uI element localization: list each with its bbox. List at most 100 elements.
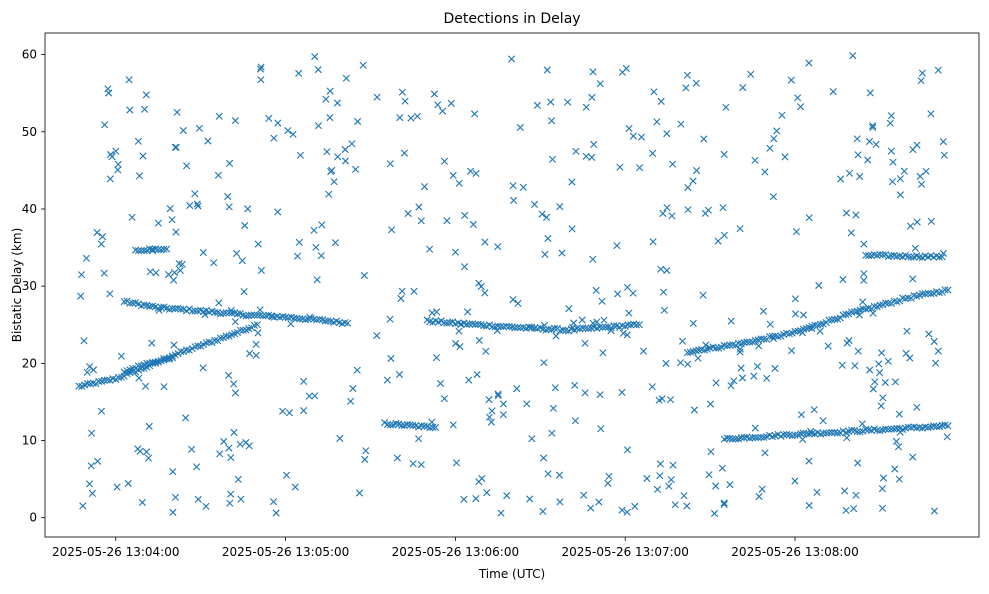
detection-point: [409, 460, 417, 468]
detection-point: [284, 314, 292, 322]
detection-point: [682, 84, 690, 92]
detection-point: [879, 394, 887, 402]
detection-point: [85, 480, 94, 488]
detection-point: [324, 317, 332, 325]
detection-point: [305, 392, 313, 400]
detection-point: [816, 320, 825, 328]
detection-point: [113, 483, 121, 491]
detection-point: [199, 364, 207, 372]
detection-point: [526, 495, 534, 503]
detection-point: [743, 338, 751, 346]
detection-point: [146, 302, 154, 311]
detection-point: [176, 266, 184, 274]
detection-point: [499, 323, 508, 331]
detection-point: [347, 397, 355, 405]
detection-point: [232, 249, 241, 258]
detection-point: [895, 475, 903, 483]
detection-point: [624, 321, 632, 329]
detection-point: [129, 299, 137, 307]
detection-point: [310, 226, 318, 234]
detection-point: [447, 99, 455, 107]
detection-point: [805, 501, 813, 510]
detection-point: [530, 200, 539, 208]
detection-point: [913, 218, 921, 226]
detection-point: [738, 374, 747, 382]
detection-point: [791, 327, 799, 335]
detection-point: [440, 395, 448, 403]
detection-point: [311, 53, 319, 61]
detection-point: [540, 454, 548, 462]
detection-point: [483, 489, 491, 497]
detection-point: [854, 347, 862, 355]
detection-point: [398, 88, 406, 96]
chart-title: Detections in Delay: [443, 11, 580, 27]
detection-point: [800, 311, 808, 319]
detection-point: [851, 362, 859, 370]
detection-point: [770, 135, 778, 143]
detection-point: [256, 311, 264, 319]
detection-point: [589, 68, 597, 76]
detection-point: [386, 421, 394, 429]
detection-point: [82, 254, 90, 262]
detection-point: [726, 341, 734, 349]
detection-point: [291, 483, 299, 491]
detection-point: [747, 70, 755, 78]
detection-point: [523, 400, 531, 408]
detection-point: [845, 336, 853, 345]
detection-point: [940, 151, 948, 159]
detection-point: [921, 423, 929, 431]
detection-point: [134, 362, 142, 370]
detection-point: [889, 158, 897, 166]
detection-point: [395, 370, 404, 379]
detection-point: [540, 321, 549, 329]
detection-point: [426, 424, 434, 432]
detection-point: [188, 307, 196, 315]
detection-point: [154, 219, 162, 227]
detection-point: [262, 312, 270, 320]
detection-point: [155, 306, 163, 314]
detection-point: [886, 119, 894, 127]
detection-point: [227, 454, 235, 462]
y-tick-label: 0: [29, 511, 37, 525]
detection-point: [690, 406, 698, 414]
detection-point: [341, 319, 349, 327]
detection-point: [831, 428, 839, 436]
detection-point: [625, 124, 633, 133]
detection-point: [763, 374, 771, 382]
detection-point: [758, 485, 766, 493]
detection-point: [596, 391, 604, 399]
detection-point: [564, 98, 572, 106]
detection-point: [663, 266, 671, 275]
detection-point: [568, 178, 576, 186]
y-tick-label: 40: [22, 202, 37, 216]
detection-point: [132, 246, 140, 254]
detection-point: [83, 368, 91, 376]
detection-point: [890, 297, 898, 305]
detection-point: [481, 289, 489, 297]
detection-point: [527, 324, 535, 332]
detection-point: [671, 501, 679, 509]
detection-point: [559, 326, 567, 334]
detection-point: [734, 339, 742, 347]
detection-point: [169, 468, 177, 476]
detection-point: [582, 152, 590, 160]
detection-point: [903, 327, 911, 335]
detection-point: [528, 435, 536, 443]
detection-point: [326, 114, 334, 122]
detection-point: [465, 320, 474, 328]
detection-point: [904, 423, 912, 431]
detection-point: [279, 407, 287, 415]
detection-point: [860, 276, 868, 284]
detection-point: [473, 370, 481, 379]
detection-point: [571, 417, 579, 425]
detection-point: [798, 329, 807, 337]
detection-point: [610, 322, 618, 330]
detection-point: [475, 478, 483, 486]
detection-point: [178, 260, 186, 268]
detection-point: [669, 461, 677, 469]
detection-point: [257, 266, 265, 274]
detection-point: [599, 323, 607, 331]
detection-point: [101, 121, 109, 129]
detection-point: [555, 471, 564, 479]
